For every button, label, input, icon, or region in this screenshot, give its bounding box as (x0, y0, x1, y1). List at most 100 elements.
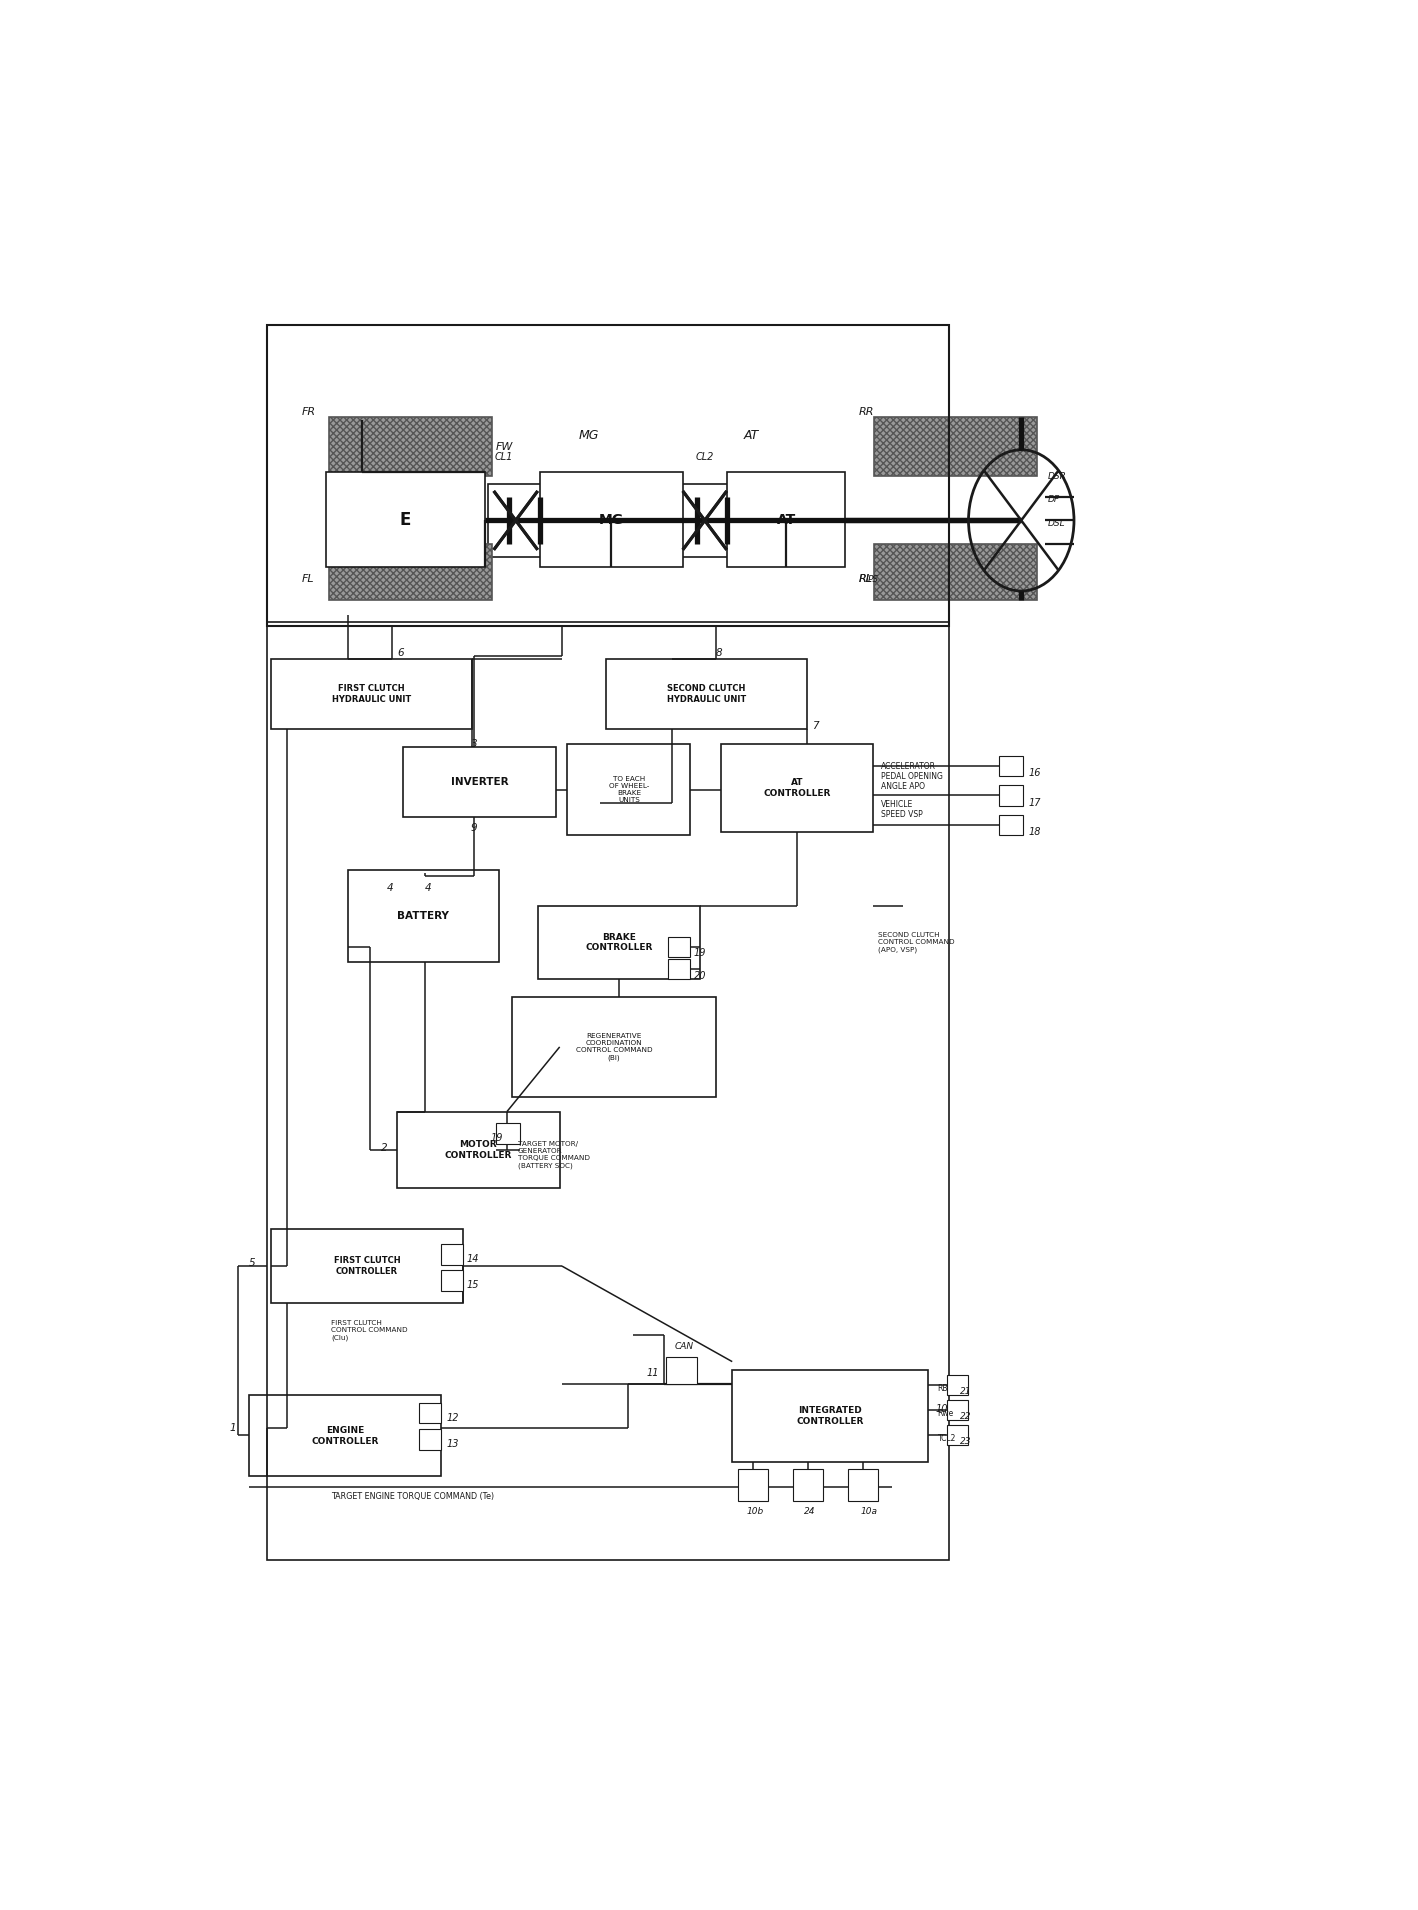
Text: 3: 3 (471, 739, 478, 749)
Text: Rwe: Rwe (937, 1408, 954, 1417)
Text: MG: MG (598, 512, 624, 527)
FancyBboxPatch shape (403, 747, 556, 817)
FancyBboxPatch shape (496, 1123, 520, 1144)
Text: RL: RL (859, 575, 872, 584)
Text: FR: FR (302, 407, 316, 416)
Text: TARGET ENGINE TORQUE COMMAND (Te): TARGET ENGINE TORQUE COMMAND (Te) (332, 1492, 495, 1501)
Text: 13: 13 (447, 1438, 459, 1450)
Text: RB: RB (937, 1383, 949, 1392)
Text: BRAKE
CONTROLLER: BRAKE CONTROLLER (586, 932, 652, 953)
Text: MG: MG (579, 428, 598, 441)
FancyBboxPatch shape (248, 1396, 441, 1476)
FancyBboxPatch shape (793, 1469, 824, 1501)
FancyBboxPatch shape (666, 1358, 698, 1383)
Text: 21: 21 (960, 1387, 971, 1396)
Text: 4: 4 (424, 882, 431, 894)
Text: 4: 4 (387, 882, 394, 894)
Text: 12: 12 (447, 1413, 459, 1423)
FancyBboxPatch shape (420, 1402, 441, 1423)
Text: CAN: CAN (675, 1343, 695, 1352)
FancyBboxPatch shape (668, 959, 691, 980)
Text: 15: 15 (467, 1280, 479, 1289)
Text: 19: 19 (491, 1133, 503, 1142)
Text: TCL2: TCL2 (937, 1434, 956, 1442)
FancyBboxPatch shape (397, 1112, 560, 1188)
FancyBboxPatch shape (1000, 756, 1024, 775)
Text: 19: 19 (693, 947, 706, 957)
Text: ACCELERATOR
PEDAL OPENING
ANGLE APO: ACCELERATOR PEDAL OPENING ANGLE APO (881, 762, 943, 791)
Text: CL2: CL2 (696, 453, 715, 462)
Text: 20: 20 (693, 972, 706, 982)
Text: 5: 5 (248, 1259, 255, 1268)
FancyBboxPatch shape (441, 1270, 462, 1291)
FancyBboxPatch shape (347, 871, 499, 961)
FancyBboxPatch shape (329, 418, 492, 476)
Text: 23: 23 (960, 1436, 971, 1446)
Text: REGENERATIVE
COORDINATION
CONTROL COMMAND
(Bi): REGENERATIVE COORDINATION CONTROL COMMAN… (576, 1033, 652, 1060)
FancyBboxPatch shape (326, 472, 485, 567)
Text: AT: AT (777, 512, 795, 527)
FancyBboxPatch shape (271, 1230, 462, 1303)
Text: 1: 1 (230, 1423, 237, 1432)
Text: 10a: 10a (861, 1507, 878, 1517)
FancyBboxPatch shape (947, 1400, 968, 1421)
FancyBboxPatch shape (540, 472, 683, 567)
Text: DF: DF (1048, 495, 1059, 504)
FancyBboxPatch shape (726, 472, 845, 567)
Text: ENGINE
CONTROLLER: ENGINE CONTROLLER (311, 1427, 379, 1446)
Text: MOTOR
CONTROLLER: MOTOR CONTROLLER (445, 1140, 512, 1159)
Text: TARGET MOTOR/
GENERATOR
TORQUE COMMAND
(BATTERY SOC): TARGET MOTOR/ GENERATOR TORQUE COMMAND (… (518, 1140, 590, 1169)
Text: 16: 16 (1029, 768, 1041, 779)
FancyBboxPatch shape (441, 1243, 462, 1264)
Text: 6: 6 (397, 647, 404, 657)
Text: DSR: DSR (1048, 472, 1066, 481)
FancyBboxPatch shape (537, 905, 700, 980)
Text: VEHICLE
SPEED VSP: VEHICLE SPEED VSP (881, 800, 922, 819)
Text: AT: AT (743, 428, 759, 441)
FancyBboxPatch shape (420, 1429, 441, 1450)
Text: DSL: DSL (1048, 520, 1065, 527)
FancyBboxPatch shape (668, 936, 691, 957)
FancyBboxPatch shape (722, 745, 873, 833)
Text: 10b: 10b (746, 1507, 764, 1517)
FancyBboxPatch shape (271, 659, 472, 730)
Text: FL: FL (302, 575, 313, 584)
Text: INVERTER: INVERTER (451, 777, 508, 787)
Text: 2: 2 (380, 1144, 387, 1154)
Text: PS: PS (868, 575, 879, 584)
Text: 11: 11 (647, 1368, 659, 1379)
Text: 9: 9 (471, 823, 478, 833)
FancyBboxPatch shape (1000, 785, 1024, 806)
Text: 14: 14 (467, 1253, 479, 1264)
FancyBboxPatch shape (873, 544, 1037, 600)
Text: FIRST CLUTCH
CONTROLLER: FIRST CLUTCH CONTROLLER (333, 1257, 400, 1276)
Text: 17: 17 (1029, 798, 1041, 808)
Text: 10: 10 (936, 1404, 949, 1413)
FancyBboxPatch shape (732, 1371, 927, 1461)
FancyBboxPatch shape (947, 1375, 968, 1396)
Text: 24: 24 (804, 1507, 815, 1517)
Text: CL1: CL1 (495, 453, 513, 462)
Text: SECOND CLUTCH
CONTROL COMMAND
(APO, VSP): SECOND CLUTCH CONTROL COMMAND (APO, VSP) (878, 932, 954, 953)
Text: INTEGRATED
CONTROLLER: INTEGRATED CONTROLLER (797, 1406, 864, 1425)
Text: 18: 18 (1029, 827, 1041, 837)
FancyBboxPatch shape (848, 1469, 878, 1501)
FancyBboxPatch shape (678, 483, 732, 558)
Text: TO EACH
OF WHEEL-
BRAKE
UNITS: TO EACH OF WHEEL- BRAKE UNITS (608, 775, 649, 802)
Text: RR: RR (859, 407, 873, 416)
Text: AT
CONTROLLER: AT CONTROLLER (763, 779, 831, 798)
Text: E: E (400, 510, 411, 529)
Text: 8: 8 (716, 647, 722, 657)
FancyBboxPatch shape (605, 659, 807, 730)
FancyBboxPatch shape (567, 745, 691, 835)
Text: 7: 7 (813, 722, 820, 732)
FancyBboxPatch shape (947, 1425, 968, 1446)
FancyBboxPatch shape (512, 997, 716, 1096)
Text: 22: 22 (960, 1411, 971, 1421)
Text: FIRST CLUTCH
CONTROL COMMAND
(Clu): FIRST CLUTCH CONTROL COMMAND (Clu) (332, 1320, 408, 1341)
Text: FW: FW (496, 441, 513, 453)
Text: SECOND CLUTCH
HYDRAULIC UNIT: SECOND CLUTCH HYDRAULIC UNIT (666, 684, 746, 703)
FancyBboxPatch shape (329, 544, 492, 600)
FancyBboxPatch shape (737, 1469, 769, 1501)
Text: BATTERY: BATTERY (397, 911, 450, 921)
